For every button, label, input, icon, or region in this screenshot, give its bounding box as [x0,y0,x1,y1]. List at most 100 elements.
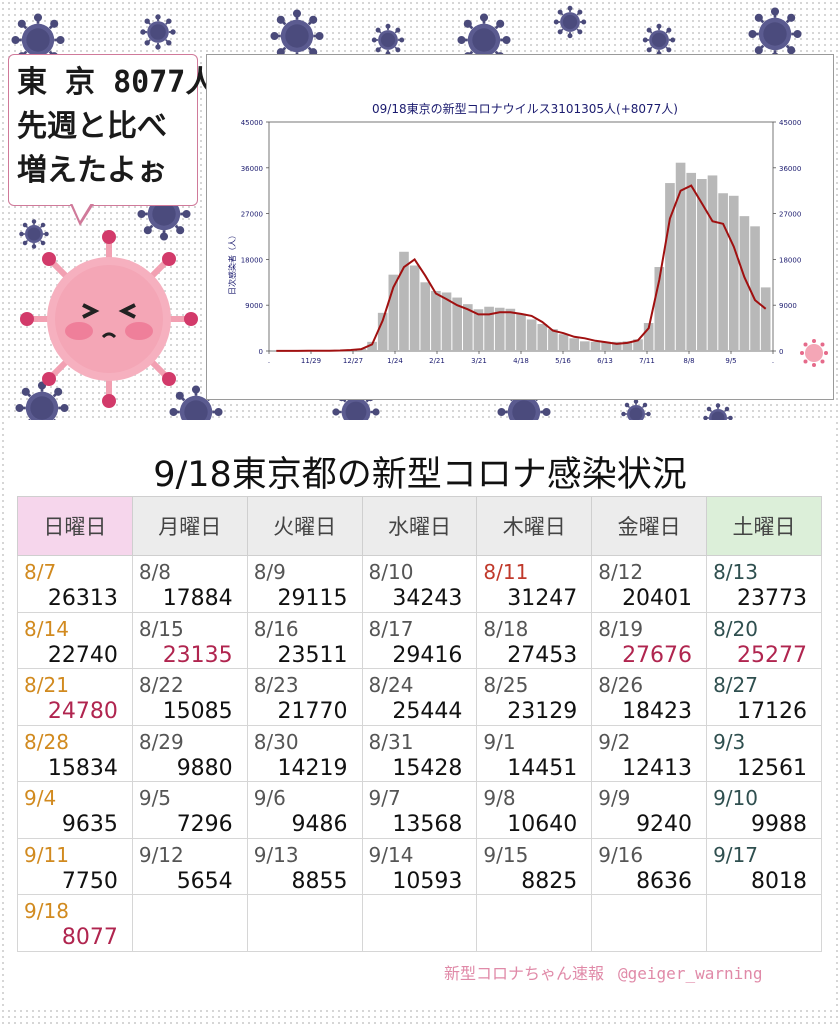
y-tick-label-right: 18000 [779,256,801,264]
day-cell: 9/6 9486 [246,781,363,839]
day-count: 12561 [737,755,807,781]
day-cell: 9/18 8077 [17,894,133,952]
day-count: 24780 [47,699,118,724]
day-date: 8/14 [24,616,69,641]
day-cell: 8/31 15428 [361,724,478,782]
y-tick-label: 0 [259,348,263,356]
table-row: 8/14 22740 8/15 23135 8/16 23511 8/17 29416 8/18… [17,611,822,669]
day-count: 7296 [176,812,233,837]
day-count: 8018 [751,868,807,894]
y-tick-label: 27000 [241,211,263,219]
virus-icon [553,5,587,39]
weekday-header: 木曜日 [476,496,593,556]
day-cell: 8/21 24780 [17,668,133,726]
day-date: 8/23 [253,673,299,697]
day-cell: 8/7 26313 [17,555,133,613]
x-tick-label: . [268,357,270,365]
chart-bar [665,183,675,351]
table-title: 9/18東京都の新型コロナ感染状況 [153,455,687,495]
chart-bar [728,195,739,351]
day-cell: 8/11 31247 [476,555,593,613]
y-tick-label-right: 0 [779,348,783,356]
day-count: 13568 [392,812,463,837]
day-count: 27453 [507,642,578,668]
x-tick-label: . [772,357,774,365]
day-count: 8077 [61,925,118,950]
day-cell: 8/23 21770 [246,668,363,726]
chart-bar [505,308,516,351]
chart-bar [473,309,484,351]
chart-bar [367,341,377,351]
day-date: 8/24 [368,673,414,697]
day-count: 8825 [521,868,578,894]
chart-bar [675,162,686,351]
day-date: 9/5 [138,786,172,810]
day-cell: 8/27 17126 [706,668,822,726]
day-date: 8/18 [483,616,529,641]
x-tick-label: 1/24 [387,357,403,365]
chart-bar [633,339,643,351]
day-date: 8/30 [253,729,299,754]
y-tick-label: 18000 [241,256,263,264]
chart-bar [569,338,580,351]
chart-bar [750,226,760,351]
day-count: 9486 [291,812,348,837]
day-count: 8855 [291,868,348,894]
day-cell: 8/25 23129 [476,668,593,726]
day-date: 9/18 [24,899,69,923]
day-date: 9/1 [483,729,516,754]
day-cell: 9/9 9240 [591,781,708,839]
x-tick-label: 2/21 [429,357,445,365]
day-cell: 8/16 23511 [246,611,363,669]
chart-bar [409,265,420,351]
day-count: 23135 [162,642,233,668]
footer-handle: @geiger_warning [618,964,763,983]
day-cell: 8/19 27676 [591,611,708,669]
y-tick-label: 45000 [241,119,263,127]
day-cell: 9/14 10593 [361,837,478,895]
day-date: 8/16 [253,616,299,641]
day-cell: 9/2 12413 [591,724,708,782]
chart-bar [718,193,728,351]
y-tick-label-right: 36000 [779,165,801,173]
day-cell: 9/15 8825 [476,837,593,895]
y-tick-label: 36000 [241,165,263,173]
day-date: 9/9 [598,786,631,810]
day-count: 15085 [162,699,233,724]
chart-bar [494,307,505,351]
day-count: 23773 [737,586,807,611]
virus-icon [140,14,176,50]
day-cell: 9/8 10640 [476,781,593,839]
virus-icon [371,23,405,57]
day-count: 25277 [737,642,807,668]
day-date: 9/3 [713,729,746,754]
day-cell: 9/11 7750 [17,837,133,895]
day-date: 9/11 [24,842,69,867]
day-cell [361,894,478,952]
y-tick-label: 9000 [245,302,263,310]
day-date: 8/25 [483,673,529,697]
weekday-header: 月曜日 [131,496,248,556]
day-count: 17126 [737,699,807,724]
chart-bar [760,287,771,351]
chart: 09/18東京の新型コロナウイルス3101305人(+8077人) 日次感染者（… [227,101,802,365]
chart-ticks: 0 0 9000 9000 18000 18000 27000 27000 36000 36000… [241,119,802,365]
chart-bar [526,319,537,351]
day-count: 15834 [47,755,118,781]
day-cell [476,894,593,952]
day-cell: 8/8 17884 [131,555,248,613]
day-count: 9880 [176,755,233,781]
x-tick-label: 5/16 [555,357,571,365]
chart-bar [452,297,462,351]
day-date: 8/7 [24,560,57,584]
x-tick-label: 9/5 [725,357,736,365]
chart-bar [622,341,633,351]
speech-line-2: 先週と比べ [17,109,167,144]
speech-line-1: 東 京 8077人 [17,65,216,100]
virus-icon [642,23,676,57]
table-row: 9/18 8077 [17,894,822,952]
day-cell: 8/20 25277 [706,611,822,669]
table-row: 9/11 7750 9/12 5654 9/13 8855 9/14 10593 9/15 882… [17,837,822,895]
day-cell: 9/3 12561 [706,724,822,782]
day-count: 21770 [277,699,348,724]
